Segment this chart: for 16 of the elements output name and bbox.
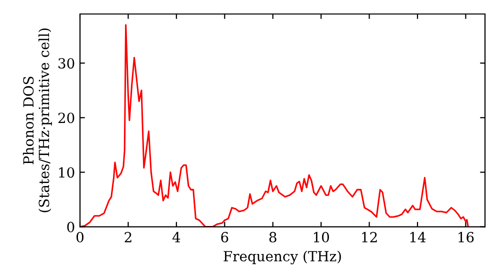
x-axis-title: Frequency (THz) — [224, 250, 341, 264]
x-tick-label: 0 — [76, 232, 84, 242]
x-tick-label: 8 — [269, 232, 276, 242]
y-tick-label: 30 — [58, 58, 74, 69]
x-tick-label: 16 — [458, 232, 474, 242]
y-axis-title: Phonon DOS (States/THz·primitive cell) — [22, 28, 52, 212]
x-tick-label: 6 — [221, 232, 228, 242]
x-tick-label: 4 — [172, 232, 180, 242]
y-tick-label: 20 — [58, 112, 74, 124]
y-tick-label: 0 — [67, 222, 74, 232]
x-tick-label: 14 — [410, 232, 426, 242]
y-tick-label: 10 — [59, 167, 74, 178]
x-tick-label: 2 — [124, 232, 132, 242]
x-tick-label: 12 — [362, 232, 377, 242]
x-tick-label: 10 — [314, 232, 329, 242]
line-series — [80, 24, 469, 227]
